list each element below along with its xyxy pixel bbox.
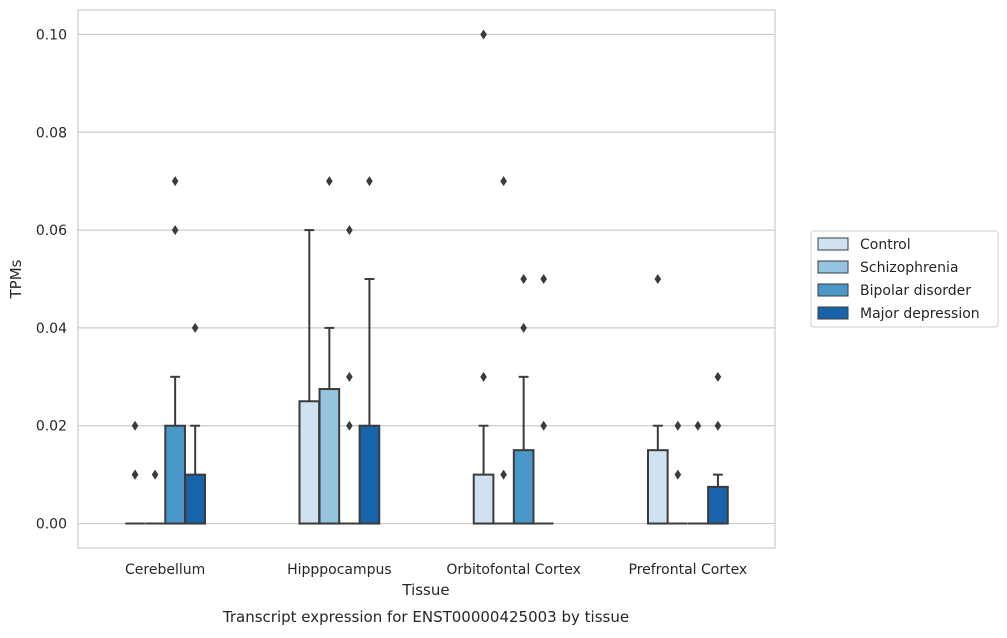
x-tick-label: Prefrontal Cortex xyxy=(629,562,748,578)
box xyxy=(318,388,341,525)
outlier-point xyxy=(480,29,487,40)
box-group xyxy=(533,274,554,525)
box-group xyxy=(298,229,321,525)
box-group xyxy=(688,420,708,525)
legend-swatch xyxy=(817,283,849,297)
box xyxy=(707,485,729,525)
box xyxy=(298,400,321,525)
x-tick-label: Cerebellum xyxy=(125,562,205,578)
y-tick-label: 0.02 xyxy=(36,419,67,435)
box-group xyxy=(493,176,514,525)
x-tick-label: Hipppocampus xyxy=(287,562,392,578)
outlier-point xyxy=(366,176,373,187)
outlier-point xyxy=(171,225,179,236)
box-group xyxy=(358,176,381,525)
legend-swatch xyxy=(817,306,849,320)
outlier-point xyxy=(500,176,507,187)
y-tick-labels: 0.00 0.02 0.04 0.06 0.08 0.10 xyxy=(36,27,67,532)
y-tick-label: 0.00 xyxy=(36,517,67,533)
outlier-point xyxy=(654,274,662,284)
outlier-point xyxy=(540,274,547,284)
outlier-point xyxy=(714,420,722,431)
outlier-point xyxy=(191,322,199,333)
outlier-point xyxy=(131,469,139,480)
box-group xyxy=(184,322,207,525)
outlier-point xyxy=(131,420,139,431)
box xyxy=(164,424,186,525)
box-group xyxy=(472,29,495,525)
outlier-point xyxy=(171,176,179,187)
legend-swatch xyxy=(817,237,849,251)
box-group xyxy=(318,176,341,525)
outlier-point xyxy=(326,176,333,187)
legend-items: Control Schizophrenia Bipolar disorder Majo… xyxy=(817,237,980,322)
y-tick-label: 0.04 xyxy=(36,321,67,337)
y-tick-label: 0.06 xyxy=(36,223,67,239)
box-group xyxy=(707,371,729,525)
legend-swatch xyxy=(817,260,849,274)
box-group xyxy=(646,274,669,525)
legend-label: Bipolar disorder xyxy=(860,283,971,299)
outlier-point xyxy=(714,371,722,382)
outlier-point xyxy=(480,371,487,382)
box-group xyxy=(164,176,186,525)
box-group xyxy=(668,420,688,525)
box-group xyxy=(512,274,535,525)
box xyxy=(646,449,669,525)
box xyxy=(184,473,207,525)
outlier-point xyxy=(346,420,353,431)
x-axis-label: Tissue xyxy=(401,581,449,599)
outlier-point xyxy=(346,225,353,236)
legend-label: Major depression xyxy=(860,306,980,322)
outlier-point xyxy=(520,274,527,284)
outlier-point xyxy=(694,420,702,431)
legend: Control Schizophrenia Bipolar disorder Majo… xyxy=(810,230,999,328)
legend-label: Control xyxy=(860,237,911,253)
y-tick-label: 0.10 xyxy=(36,27,67,43)
box xyxy=(512,449,535,525)
box-group xyxy=(339,225,360,525)
box-group xyxy=(125,420,145,525)
outlier-point xyxy=(151,469,159,480)
outlier-point xyxy=(346,371,353,382)
legend-frame xyxy=(810,230,999,328)
outlier-point xyxy=(674,469,682,480)
y-tick-label: 0.08 xyxy=(36,125,67,141)
plot-frame xyxy=(77,9,776,549)
outlier-point xyxy=(520,322,527,333)
legend-label: Schizophrenia xyxy=(860,260,958,276)
outlier-point xyxy=(500,469,507,480)
x-tick-label: Orbitofontal Cortex xyxy=(446,562,581,578)
box-group xyxy=(145,469,165,525)
outlier-point xyxy=(540,420,547,431)
y-axis-label: TPMs xyxy=(7,259,25,299)
box-layer xyxy=(125,29,729,525)
box xyxy=(358,424,381,525)
x-tick-labels: Cerebellum Hipppocampus Orbitofontal Corte… xyxy=(125,562,747,578)
chart-caption: Transcript expression for ENST0000042500… xyxy=(222,608,629,626)
box xyxy=(472,473,495,525)
outlier-point xyxy=(674,420,682,431)
